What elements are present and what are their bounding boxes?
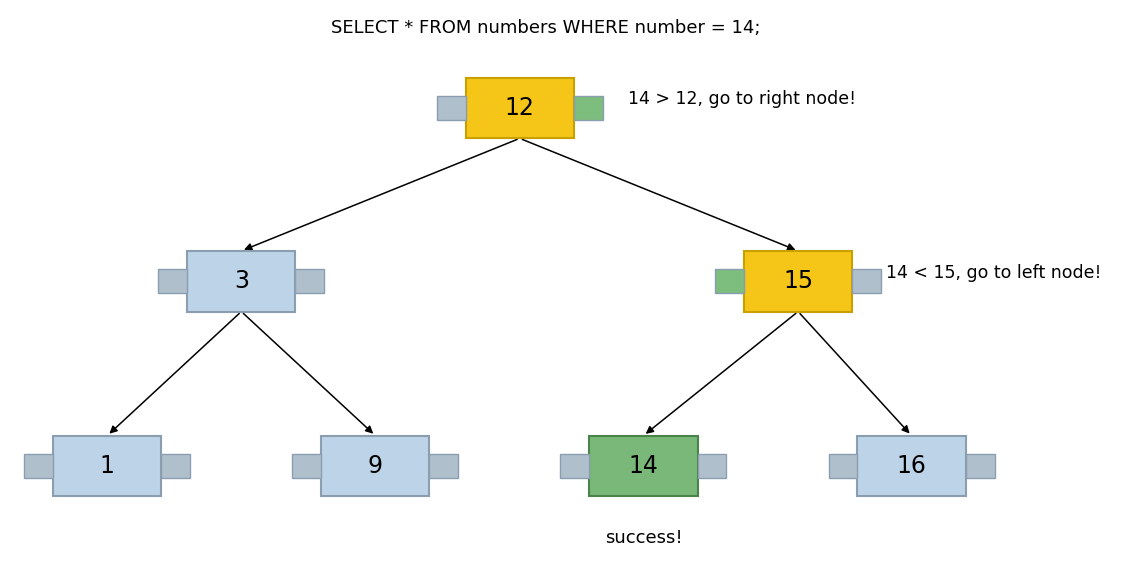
FancyBboxPatch shape [852, 269, 882, 293]
FancyBboxPatch shape [466, 77, 573, 138]
Text: 3: 3 [234, 269, 249, 293]
FancyBboxPatch shape [54, 436, 161, 497]
FancyBboxPatch shape [161, 454, 191, 478]
Text: 15: 15 [783, 269, 813, 293]
Text: 1: 1 [99, 454, 114, 478]
FancyBboxPatch shape [187, 251, 296, 312]
FancyBboxPatch shape [966, 454, 995, 478]
FancyBboxPatch shape [296, 269, 324, 293]
FancyBboxPatch shape [589, 436, 698, 497]
FancyBboxPatch shape [829, 454, 858, 478]
FancyBboxPatch shape [159, 269, 187, 293]
FancyBboxPatch shape [698, 454, 726, 478]
Text: 16: 16 [896, 454, 926, 478]
Text: 14 < 15, go to left node!: 14 < 15, go to left node! [886, 263, 1101, 282]
FancyBboxPatch shape [429, 454, 458, 478]
FancyBboxPatch shape [436, 96, 466, 120]
Text: 14 > 12, go to right node!: 14 > 12, go to right node! [628, 91, 856, 108]
Text: 14: 14 [628, 454, 659, 478]
Text: success!: success! [604, 529, 682, 547]
FancyBboxPatch shape [292, 454, 321, 478]
FancyBboxPatch shape [321, 436, 429, 497]
FancyBboxPatch shape [24, 454, 54, 478]
Text: 12: 12 [505, 96, 534, 120]
Text: 9: 9 [368, 454, 383, 478]
FancyBboxPatch shape [743, 251, 852, 312]
FancyBboxPatch shape [858, 436, 966, 497]
FancyBboxPatch shape [573, 96, 603, 120]
FancyBboxPatch shape [715, 269, 743, 293]
FancyBboxPatch shape [561, 454, 589, 478]
Text: SELECT * FROM numbers WHERE number = 14;: SELECT * FROM numbers WHERE number = 14; [331, 18, 761, 37]
